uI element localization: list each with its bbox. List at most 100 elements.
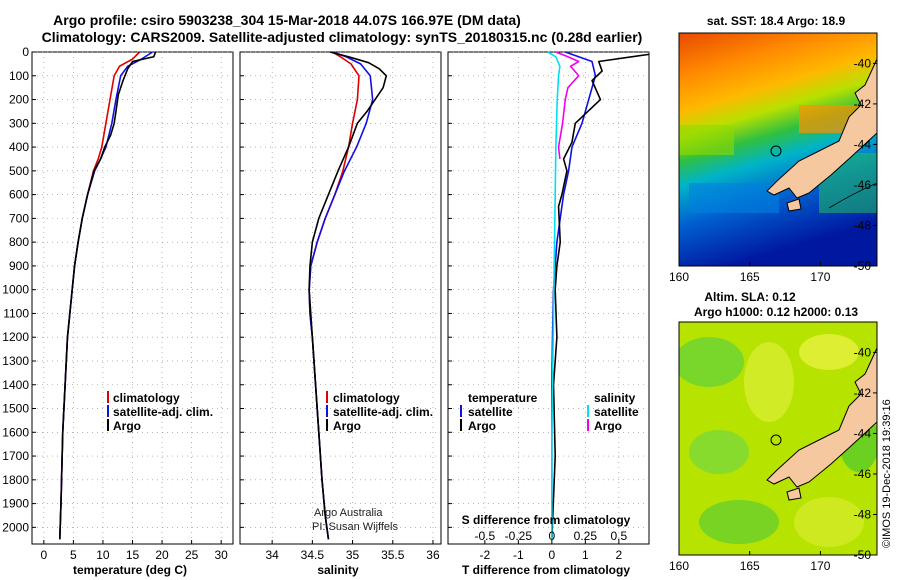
credit-pi: PI: Susan Wijffels [312, 521, 398, 533]
lon-tick-label: 170 [810, 270, 830, 284]
depth-tick-label: 400 [9, 140, 29, 154]
sla-blob-4 [799, 334, 859, 370]
lon-tick-label: 165 [740, 270, 760, 284]
sla-map-title-2: Argo h1000: 0.12 h2000: 0.13 [694, 305, 858, 319]
temp-legend-satellite: satellite-adj. clim. [113, 405, 213, 419]
lat-tick-label: -46 [854, 178, 872, 192]
difference-series [547, 51, 650, 540]
x-tick-label: 34 [265, 548, 279, 562]
lat-tick-label: -48 [854, 507, 872, 521]
x-tick-label: 0 [549, 548, 556, 562]
title-line-2: Climatology: CARS2009. Satellite-adjuste… [42, 29, 643, 45]
sla-map-title-1: Altim. SLA: 0.12 [704, 290, 796, 304]
depth-tick-label: 1500 [2, 402, 29, 416]
x-tick-label: -1 [513, 548, 524, 562]
title-line-1: Argo profile: csiro 5903238_304 15-Mar-2… [53, 12, 521, 28]
x-tick-label: 2 [616, 548, 623, 562]
sst-map-panel: sat. SST: 18.4 Argo: 18.9 [669, 14, 878, 284]
sla-blob-5 [699, 500, 779, 544]
sst-map-frame [678, 32, 878, 267]
s-diff-tick-label: -0.25 [505, 529, 533, 543]
sst-patch-3 [689, 183, 779, 213]
s-diff-tick-label: 0 [549, 529, 556, 543]
diff-legend-temperature-heading: temperature [468, 391, 538, 405]
lon-tick-label: 160 [669, 559, 689, 573]
new-zealand-south-island [766, 58, 877, 199]
lon-tick-label: 165 [740, 559, 760, 573]
x-tick-label: 10 [96, 548, 110, 562]
sla-blob-1 [679, 337, 744, 387]
series-line-s-argo [555, 51, 580, 160]
depth-tick-label: 1300 [2, 354, 29, 368]
lat-tick-label: -48 [854, 218, 872, 232]
x-tick-label: 35 [346, 548, 360, 562]
sla-map-panel: Altim. SLA: 0.12 Argo h1000: 0.12 h2000:… [669, 290, 878, 573]
depth-tick-labels: 0 100 200 300 400 500 600 700 800 900 1000 1100 1200… [2, 45, 29, 534]
sst-patch-1 [679, 125, 734, 155]
depth-tick-label: 1100 [3, 306, 29, 320]
sal-legend-argo: Argo [333, 419, 361, 433]
x-tick-label: 0 [40, 548, 47, 562]
x-tick-label: 36 [426, 548, 440, 562]
sla-stewart-island [786, 487, 802, 501]
depth-tick-label: 1700 [2, 449, 29, 463]
lat-tick-label: -42 [854, 386, 872, 400]
series-line-argo [58, 51, 157, 540]
lat-tick-label: -46 [854, 467, 872, 481]
sla-profile-location-marker [770, 434, 782, 446]
depth-tick-label: 2000 [2, 520, 29, 534]
lat-tick-label: -40 [854, 345, 872, 359]
difference-legend: temperature satellite Argo salinity sate… [460, 391, 639, 433]
depth-tick-label: 1000 [2, 283, 29, 297]
depth-tick-label: 600 [9, 188, 29, 202]
temp-legend-argo: Argo [113, 419, 141, 433]
t-difference-axis-label: T difference from climatology [462, 563, 630, 577]
sst-map-title: sat. SST: 18.4 Argo: 18.9 [707, 14, 846, 28]
diff-legend-t-argo: Argo [468, 419, 496, 433]
difference-profile-panel: -2 -1 0 1 2 T difference from climatology te… [447, 51, 650, 577]
lat-tick-label: -50 [854, 548, 872, 562]
difference-plot-frame [447, 51, 650, 545]
salinity-series [308, 51, 388, 540]
depth-tick-label: 300 [9, 116, 29, 130]
sla-map-frame [678, 321, 878, 556]
temperature-series [58, 51, 157, 540]
sst-map-image [679, 33, 877, 266]
x-tick-label: 30 [214, 548, 228, 562]
credit-argo-australia: Argo Australia [314, 507, 383, 519]
series-line-t-argo [551, 53, 650, 540]
temperature-profile-panel: 0100200300400500600700800900100011001200… [2, 45, 234, 577]
s-diff-tick-label: 0.25 [574, 529, 598, 543]
s-difference-tick-labels: -0.5 -0.25 0 0.25 0.5 [475, 529, 628, 543]
depth-tick-label: 1800 [2, 473, 29, 487]
x-tick-label: 34.5 [301, 548, 325, 562]
x-tick-label: -2 [480, 548, 491, 562]
diff-legend-s-satellite: satellite [594, 405, 639, 419]
x-tick-label: 1 [582, 548, 589, 562]
depth-tick-label: 200 [9, 93, 29, 107]
temperature-grid [32, 51, 233, 544]
difference-tick-labels: -2 -1 0 1 2 [480, 548, 623, 562]
salinity-legend: climatology satellite-adj. clim. Argo [326, 391, 433, 433]
lat-tick-label: -50 [854, 259, 872, 273]
salinity-tick-labels: 34 34.5 35 35.5 36 [265, 548, 439, 562]
x-tick-label: 25 [185, 548, 199, 562]
x-tick-label: 20 [155, 548, 169, 562]
salinity-axis-label: salinity [317, 563, 359, 577]
lon-tick-label: 170 [810, 559, 830, 573]
sla-new-zealand-south-island [766, 347, 877, 488]
diff-legend-t-satellite: satellite [468, 405, 513, 419]
depth-tick-label: 1400 [2, 378, 29, 392]
x-tick-label: 15 [126, 548, 140, 562]
diff-legend-s-argo: Argo [594, 419, 622, 433]
lat-tick-label: -40 [854, 56, 872, 70]
temperature-axis-label: temperature (deg C) [73, 563, 187, 577]
lat-tick-label: -44 [854, 137, 872, 151]
sal-legend-satellite: satellite-adj. clim. [333, 405, 433, 419]
sal-legend-climatology: climatology [333, 391, 400, 405]
depth-tick-label: 900 [9, 259, 29, 273]
lat-tick-label: -42 [854, 97, 872, 111]
sst-map-tick-labels: 160 165 170 -40 -42 -44 -46 -48 -50 [669, 56, 877, 284]
sst-profile-location-marker [770, 145, 782, 157]
